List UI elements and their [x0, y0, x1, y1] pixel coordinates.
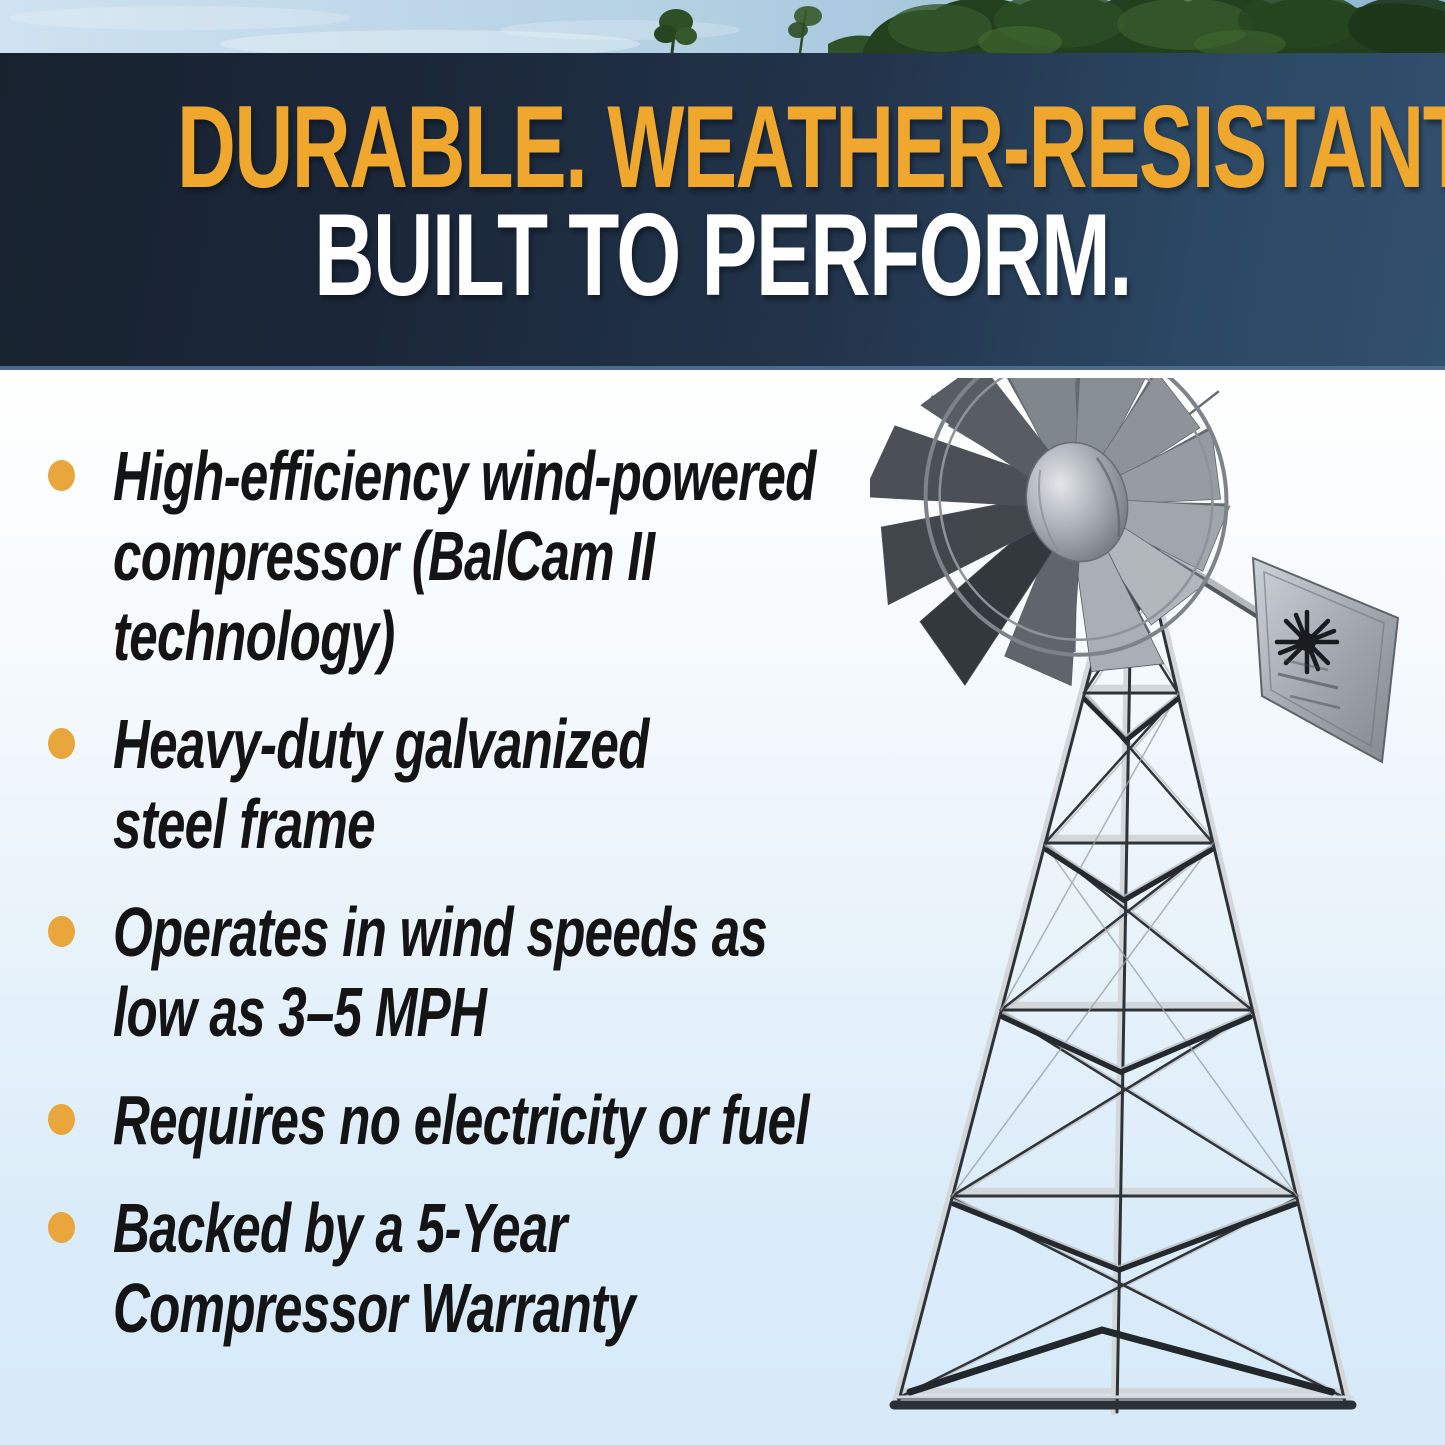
bullet-icon — [48, 728, 75, 759]
bullet-icon — [48, 916, 75, 947]
headline-banner: DURABLE. WEATHER-RESISTANT. BUILT TO PER… — [0, 53, 1445, 370]
bullet-icon — [48, 460, 75, 491]
feature-list: High-efficiency wind-powered compressor … — [48, 436, 908, 1376]
feature-line: Compressor Warranty — [113, 1269, 636, 1347]
feature-item: Operates in wind speeds as low as 3–5 MP… — [48, 892, 908, 1052]
feature-line: steel frame — [113, 785, 376, 863]
windmill-tower — [889, 544, 1357, 1416]
feature-line: Requires no electricity or fuel — [113, 1081, 810, 1159]
feature-line: Backed by a 5-Year — [113, 1189, 567, 1267]
bullet-icon — [48, 1212, 75, 1243]
feature-item: High-efficiency wind-powered compressor … — [48, 436, 908, 676]
feature-item: Heavy-duty galvanized steel frame — [48, 704, 908, 864]
feature-line: compressor (BalCam II — [113, 517, 655, 595]
sapling-tree — [788, 6, 822, 53]
feature-line: High-efficiency wind-powered — [113, 437, 816, 515]
feature-text: Backed by a 5-Year Compressor Warranty — [113, 1188, 636, 1348]
feature-line: low as 3–5 MPH — [113, 973, 487, 1051]
bullet-icon — [48, 1104, 75, 1135]
feature-text: High-efficiency wind-powered compressor … — [113, 436, 816, 676]
feature-text: Requires no electricity or fuel — [113, 1080, 810, 1160]
windmill-wheel — [870, 378, 1231, 686]
trees-photo-strip — [0, 0, 1445, 53]
feature-text: Operates in wind speeds as low as 3–5 MP… — [113, 892, 768, 1052]
feature-item: Requires no electricity or fuel — [48, 1080, 908, 1160]
feature-line: Heavy-duty galvanized — [113, 705, 649, 783]
vane-logo — [1274, 609, 1340, 675]
tree-mass — [828, 0, 1445, 53]
feature-line: technology) — [113, 597, 395, 675]
headline-line1: DURABLE. WEATHER-RESISTANT. — [177, 81, 1445, 212]
small-tree — [654, 9, 697, 53]
feature-line: Operates in wind speeds as — [113, 893, 768, 971]
feature-text: Heavy-duty galvanized steel frame — [113, 704, 649, 864]
windmill-photo — [870, 378, 1400, 1416]
feature-item: Backed by a 5-Year Compressor Warranty — [48, 1188, 908, 1348]
headline-line2: BUILT TO PERFORM. — [314, 189, 1132, 320]
